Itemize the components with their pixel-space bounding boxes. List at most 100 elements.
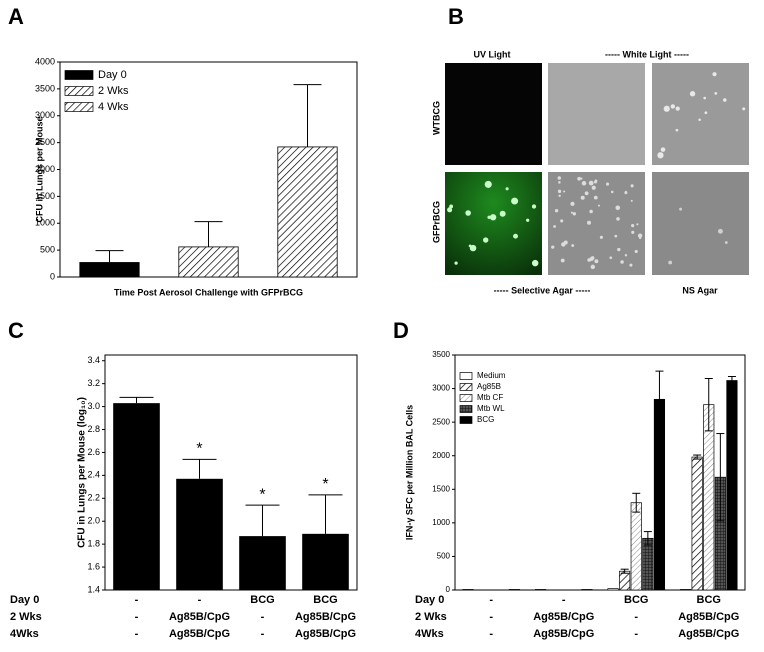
colony <box>558 194 561 197</box>
colony <box>663 105 670 112</box>
bar <box>113 403 160 590</box>
bar <box>176 478 223 590</box>
y-tick-label: 2000 <box>432 451 450 460</box>
y-tick-label: 3.2 <box>87 378 100 388</box>
colony <box>675 128 679 132</box>
significance-mark: * <box>322 476 328 493</box>
y-tick-label: 1.4 <box>87 584 100 594</box>
colony <box>668 260 673 265</box>
legend-swatch <box>459 372 473 380</box>
y-tick-label: 1.6 <box>87 561 100 571</box>
colony <box>704 111 708 115</box>
y-axis-label: CFU in Lungs per Mouse <box>34 116 44 222</box>
column-header: UV Light <box>474 49 511 59</box>
y-tick-label: 2.2 <box>87 493 100 503</box>
colony <box>587 220 591 225</box>
table-cell: - <box>634 611 638 623</box>
panel-label: D <box>393 318 409 343</box>
bar <box>534 589 547 591</box>
colony <box>589 209 593 214</box>
colony <box>593 180 597 184</box>
bar <box>508 589 521 591</box>
footer: ----- Selective Agar ----- <box>494 285 591 295</box>
table-cell: - <box>135 594 139 606</box>
colony <box>553 225 556 228</box>
legend-swatch <box>459 383 473 391</box>
colony <box>717 228 723 234</box>
colony <box>617 247 621 252</box>
colony <box>593 195 598 200</box>
table-cell: Ag85B/CpG <box>678 611 739 623</box>
colony <box>584 191 589 196</box>
table-cell: - <box>135 611 139 623</box>
colony <box>712 72 717 77</box>
plot-frame <box>454 354 746 591</box>
legend-label: Mtb WL <box>477 404 505 413</box>
y-tick-label: 4000 <box>35 56 55 66</box>
table-row-label: 2 Wks <box>415 611 447 623</box>
legend-swatch <box>64 70 94 80</box>
colony <box>554 209 559 213</box>
colony <box>572 212 577 216</box>
colony <box>570 211 573 214</box>
colony <box>587 258 591 262</box>
colony <box>581 181 587 186</box>
bar <box>277 146 338 278</box>
bar <box>726 380 738 591</box>
table-cell: - <box>634 628 638 640</box>
colony <box>531 259 539 267</box>
colony <box>499 210 506 217</box>
colony <box>614 234 618 238</box>
table-row-label: Day 0 <box>10 594 39 606</box>
y-tick-label: 0 <box>50 271 55 281</box>
colony <box>610 190 614 194</box>
legend-label: BCG <box>477 415 494 424</box>
colony <box>591 185 596 190</box>
y-tick-label: 3.4 <box>87 355 100 365</box>
column-header: ----- White Light ----- <box>605 49 689 59</box>
legend-label: Day 0 <box>98 69 127 81</box>
colony <box>636 223 639 226</box>
row-label: WTBCG <box>431 101 441 135</box>
panel-label: B <box>448 4 464 29</box>
colony <box>724 241 728 244</box>
bar <box>302 533 349 590</box>
bar <box>642 537 654 591</box>
legend-label: 4 Wks <box>98 101 129 113</box>
table-cell: - <box>489 628 493 640</box>
x-axis-label: Time Post Aerosol Challenge with GFPrBCG <box>114 287 303 297</box>
colony <box>631 224 635 228</box>
colony <box>557 189 562 194</box>
plot-frame <box>104 354 358 591</box>
y-tick-label: 2000 <box>35 164 55 174</box>
colony <box>630 199 633 202</box>
plate-image <box>548 172 645 275</box>
colony <box>551 245 555 249</box>
table-cell: Ag85B/CpG <box>169 611 230 623</box>
legend-label: 2 Wks <box>98 85 129 97</box>
y-tick-label: 2.8 <box>87 424 100 434</box>
colony <box>634 249 638 254</box>
table-cell: - <box>562 594 566 606</box>
colony <box>560 219 564 223</box>
legend-swatch <box>64 86 94 96</box>
colony <box>689 91 696 97</box>
y-tick-label: 1500 <box>35 191 55 201</box>
colony <box>609 256 613 260</box>
colony <box>571 244 575 247</box>
y-tick-label: 1000 <box>35 218 55 228</box>
colony <box>513 233 518 239</box>
bar <box>630 502 642 591</box>
colony <box>616 217 620 221</box>
colony <box>660 147 666 152</box>
colony <box>454 261 458 265</box>
table-cell: - <box>489 611 493 623</box>
table-row-label: Day 0 <box>415 594 444 606</box>
colony <box>624 191 628 195</box>
colony <box>489 214 497 221</box>
colony <box>631 230 635 234</box>
bar <box>679 589 692 591</box>
legend-swatch <box>459 416 473 424</box>
row-label: GFPrBCG <box>431 201 441 243</box>
